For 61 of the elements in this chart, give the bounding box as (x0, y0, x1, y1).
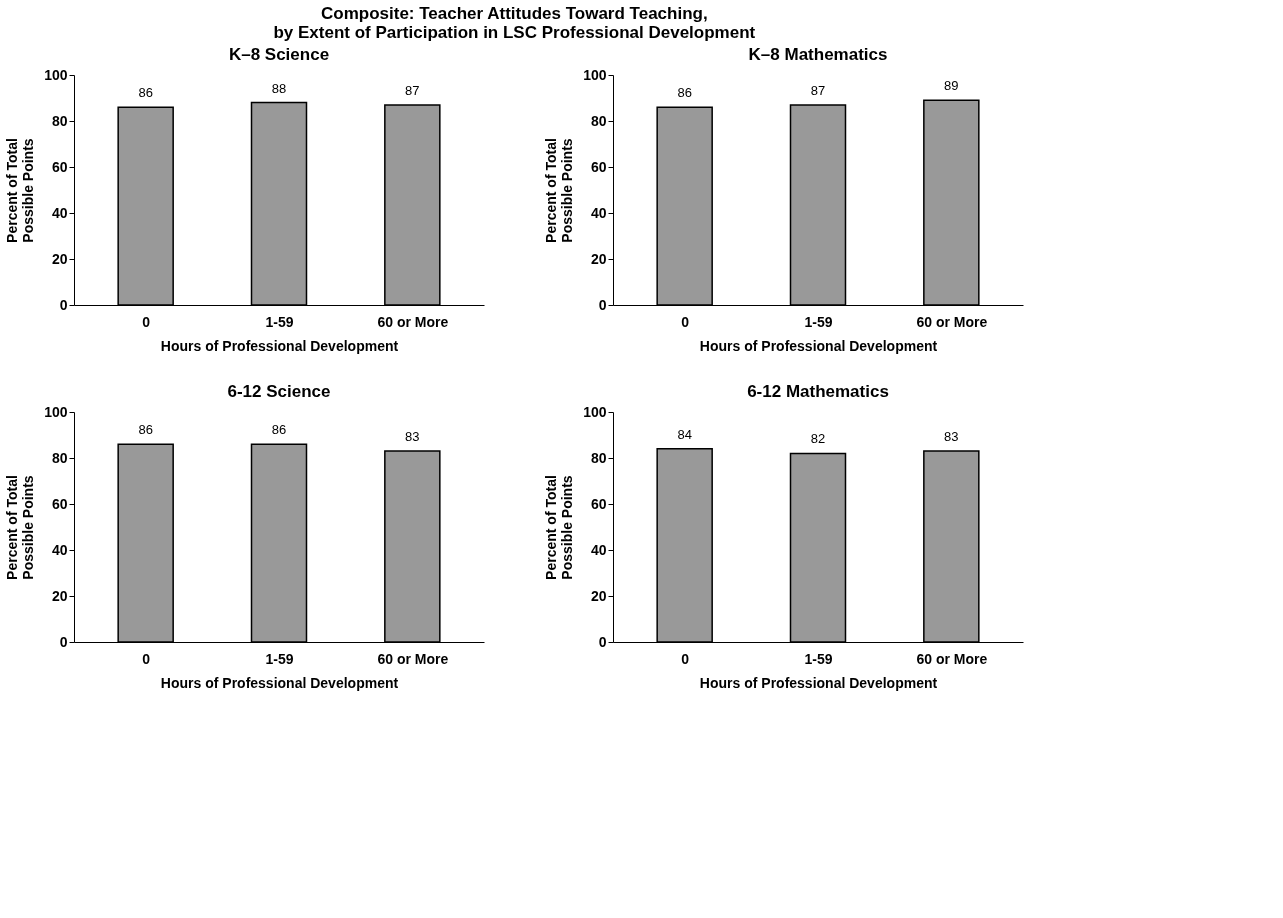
y-axis-title: Percent of Total Possible Points (543, 138, 576, 243)
data-label: 89 (944, 78, 959, 94)
y-tick-label: 100 (583, 66, 607, 83)
y-tick-label: 20 (51, 587, 68, 604)
x-tick-label: 1-59 (265, 313, 294, 330)
x-tick-label: 0 (681, 313, 690, 330)
y-tick-label: 40 (51, 204, 68, 221)
x-tick-label: 0 (142, 313, 151, 330)
y-tick-label: 80 (590, 112, 607, 129)
y-tick-label: 0 (59, 296, 68, 313)
x-axis-title: Hours of Professional Development (699, 337, 938, 354)
y-tick-label: 100 (44, 403, 68, 420)
data-label: 87 (405, 82, 420, 98)
chart-title: 6-12 Science (227, 382, 331, 401)
chart-title: K–8 Science (228, 45, 330, 64)
y-tick-label: 80 (51, 112, 68, 129)
x-tick-label: 60 or More (377, 313, 449, 330)
data-label: 84 (677, 426, 692, 442)
data-label: 86 (138, 422, 153, 438)
x-tick-label: 60 or More (377, 650, 449, 667)
y-tick-label: 40 (51, 541, 68, 558)
y-axis-title: Percent of Total Possible Points (4, 138, 37, 243)
data-label: 83 (405, 429, 420, 445)
x-tick-label: 1-59 (265, 650, 294, 667)
x-tick-label: 1-59 (804, 313, 833, 330)
y-tick-label: 40 (590, 204, 607, 221)
x-tick-label: 0 (681, 650, 690, 667)
y-axis-title: Percent of Total Possible Points (543, 475, 576, 580)
chart-title: K–8 Mathematics (748, 45, 888, 64)
y-tick-label: 60 (51, 495, 68, 512)
y-tick-label: 20 (590, 250, 607, 267)
x-axis-title: Hours of Professional Development (160, 337, 399, 354)
data-label: 83 (944, 429, 959, 445)
y-tick-label: 0 (598, 633, 607, 650)
y-tick-label: 80 (51, 449, 68, 466)
y-tick-label: 20 (590, 587, 607, 604)
x-axis-title: Hours of Professional Development (160, 674, 399, 691)
x-tick-label: 0 (142, 650, 151, 667)
data-label: 86 (271, 422, 287, 438)
y-tick-label: 60 (590, 158, 607, 175)
y-tick-label: 60 (51, 158, 68, 175)
x-tick-label: 1-59 (804, 650, 833, 667)
x-tick-label: 60 or More (916, 313, 988, 330)
x-tick-label: 60 or More (916, 650, 988, 667)
data-label: 88 (271, 80, 287, 96)
y-tick-label: 40 (590, 541, 607, 558)
y-tick-label: 0 (598, 296, 607, 313)
y-axis-title: Percent of Total Possible Points (4, 475, 37, 580)
y-tick-label: 100 (44, 66, 68, 83)
data-label: 86 (138, 85, 153, 101)
text: Composite: Teacher Attitudes Toward Teaching, by Extent of Participation in LSC Professional Development (273, 4, 756, 42)
y-tick-label: 100 (583, 403, 607, 420)
y-tick-label: 60 (590, 495, 607, 512)
data-label: 82 (810, 431, 826, 447)
y-tick-label: 20 (51, 250, 68, 267)
chart-title: 6-12 Mathematics (747, 382, 889, 401)
y-tick-label: 0 (59, 633, 68, 650)
data-label: 87 (810, 82, 826, 98)
y-tick-label: 80 (590, 449, 607, 466)
data-label: 86 (677, 85, 692, 101)
x-axis-title: Hours of Professional Development (699, 674, 938, 691)
